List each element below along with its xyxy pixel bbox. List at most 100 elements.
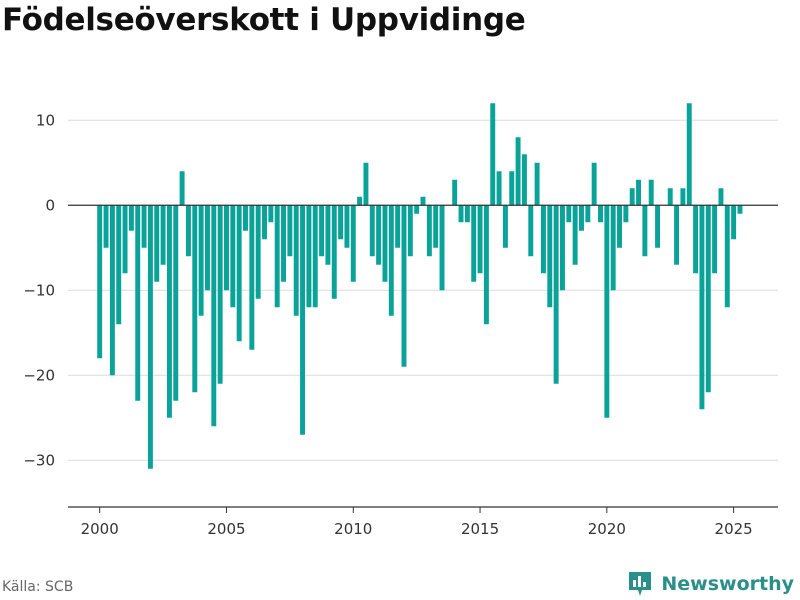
- bar[interactable]: [483, 205, 489, 325]
- bar[interactable]: [458, 205, 464, 223]
- bar[interactable]: [268, 205, 274, 223]
- bar[interactable]: [141, 205, 147, 248]
- bar[interactable]: [534, 162, 540, 206]
- bar[interactable]: [255, 205, 261, 299]
- bar[interactable]: [350, 205, 356, 282]
- bar[interactable]: [154, 205, 160, 282]
- bar[interactable]: [363, 162, 369, 206]
- bar[interactable]: [198, 205, 204, 316]
- bar[interactable]: [636, 179, 642, 206]
- bar[interactable]: [629, 188, 635, 206]
- bar[interactable]: [667, 188, 673, 206]
- bar[interactable]: [407, 205, 413, 257]
- bar[interactable]: [490, 103, 496, 206]
- bar[interactable]: [414, 205, 420, 214]
- bar[interactable]: [204, 205, 210, 291]
- bar[interactable]: [420, 196, 426, 206]
- bar[interactable]: [693, 205, 699, 274]
- bar[interactable]: [122, 205, 128, 274]
- bar[interactable]: [192, 205, 198, 393]
- bar[interactable]: [591, 162, 597, 206]
- bar[interactable]: [604, 205, 610, 418]
- bar[interactable]: [249, 205, 255, 350]
- bar[interactable]: [211, 205, 217, 427]
- bar[interactable]: [217, 205, 223, 384]
- bar[interactable]: [128, 205, 134, 231]
- bar[interactable]: [179, 171, 185, 206]
- bar[interactable]: [281, 205, 287, 282]
- bar[interactable]: [185, 205, 191, 257]
- bar[interactable]: [160, 205, 166, 265]
- bar[interactable]: [610, 205, 616, 291]
- bar[interactable]: [464, 205, 470, 223]
- bar[interactable]: [388, 205, 394, 316]
- bar[interactable]: [521, 154, 527, 206]
- bar[interactable]: [243, 205, 248, 231]
- bar[interactable]: [357, 196, 363, 206]
- bar[interactable]: [433, 205, 439, 248]
- bar[interactable]: [224, 205, 229, 291]
- bar[interactable]: [559, 205, 565, 291]
- bar[interactable]: [293, 205, 299, 316]
- bar[interactable]: [262, 205, 267, 240]
- bar[interactable]: [686, 103, 692, 206]
- bar[interactable]: [471, 205, 477, 282]
- bar[interactable]: [566, 205, 572, 223]
- bar[interactable]: [230, 205, 236, 308]
- bar[interactable]: [306, 205, 312, 308]
- bar[interactable]: [477, 205, 483, 274]
- bar[interactable]: [344, 205, 350, 248]
- bar[interactable]: [331, 205, 337, 299]
- bar[interactable]: [382, 205, 388, 282]
- bar[interactable]: [680, 188, 686, 206]
- bar[interactable]: [623, 205, 629, 223]
- bar[interactable]: [452, 179, 458, 206]
- bar[interactable]: [109, 205, 115, 376]
- bar[interactable]: [553, 205, 559, 384]
- bar[interactable]: [572, 205, 578, 265]
- bar[interactable]: [737, 205, 743, 214]
- bar[interactable]: [699, 205, 705, 410]
- bar[interactable]: [509, 171, 515, 206]
- bar[interactable]: [528, 205, 534, 257]
- bar[interactable]: [395, 205, 401, 248]
- bar[interactable]: [97, 205, 103, 359]
- bar[interactable]: [515, 137, 521, 206]
- bar[interactable]: [274, 205, 280, 308]
- bar[interactable]: [439, 205, 445, 291]
- bar[interactable]: [287, 205, 293, 257]
- bar[interactable]: [540, 205, 546, 274]
- bar[interactable]: [325, 205, 331, 265]
- bar[interactable]: [712, 205, 718, 274]
- bar[interactable]: [376, 205, 382, 265]
- bar[interactable]: [579, 205, 584, 231]
- bar[interactable]: [166, 205, 172, 418]
- bar[interactable]: [731, 205, 737, 240]
- bar[interactable]: [585, 205, 591, 223]
- bar[interactable]: [147, 205, 153, 469]
- bar[interactable]: [724, 205, 730, 308]
- bar[interactable]: [319, 205, 325, 257]
- bar[interactable]: [300, 205, 306, 435]
- bar[interactable]: [547, 205, 553, 308]
- bar[interactable]: [648, 179, 654, 206]
- bar[interactable]: [312, 205, 318, 308]
- bar[interactable]: [502, 205, 508, 248]
- bar[interactable]: [116, 205, 122, 325]
- bar[interactable]: [401, 205, 407, 367]
- bar[interactable]: [642, 205, 648, 257]
- bar[interactable]: [705, 205, 711, 393]
- bar[interactable]: [236, 205, 242, 342]
- bar[interactable]: [173, 205, 179, 401]
- bar[interactable]: [718, 188, 724, 206]
- bar[interactable]: [103, 205, 109, 248]
- bar[interactable]: [496, 171, 502, 206]
- bar[interactable]: [135, 205, 141, 401]
- bar[interactable]: [655, 205, 661, 248]
- bar[interactable]: [674, 205, 680, 265]
- bar[interactable]: [617, 205, 622, 248]
- bar[interactable]: [426, 205, 432, 257]
- brand-logo[interactable]: Newsworthy: [627, 570, 794, 598]
- bar[interactable]: [338, 205, 344, 240]
- bar[interactable]: [598, 205, 603, 223]
